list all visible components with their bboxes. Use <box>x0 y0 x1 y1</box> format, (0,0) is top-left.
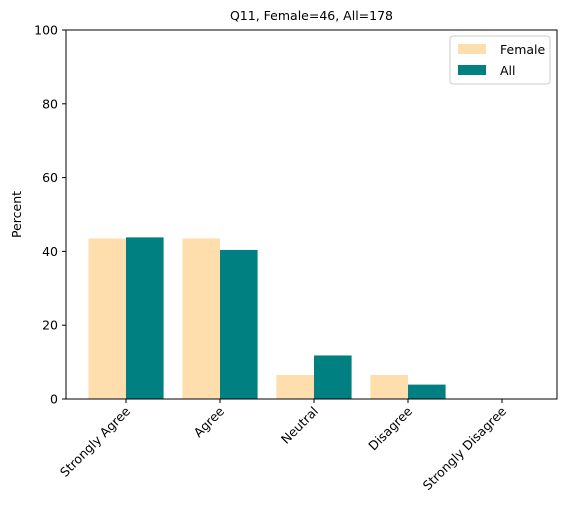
legend-label-female: Female <box>500 42 546 57</box>
y-axis: 0 20 40 60 80 100 <box>34 23 66 407</box>
y-tick-label-4: 80 <box>42 96 58 111</box>
x-tick-label-2: Neutral <box>278 404 321 447</box>
legend-swatch-all <box>458 65 486 75</box>
y-axis-label: Percent <box>9 191 24 238</box>
legend-label-all: All <box>500 63 516 78</box>
x-tick-label-1: Agree <box>191 403 228 440</box>
legend-swatch-female <box>458 44 486 54</box>
bar-all-3 <box>408 384 446 399</box>
y-tick-label-0: 0 <box>50 392 58 407</box>
x-axis: Strongly Agree Agree Neutral Disagree Strong… <box>57 399 509 493</box>
y-tick-label-2: 40 <box>42 244 58 259</box>
x-tick-label-0: Strongly Agree <box>57 403 133 479</box>
bars-group <box>88 237 446 399</box>
y-tick-label-3: 60 <box>42 170 58 185</box>
bar-all-1 <box>220 249 258 399</box>
bar-all-0 <box>126 237 164 399</box>
bar-female-3 <box>370 375 408 399</box>
y-tick-label-5: 100 <box>34 23 58 38</box>
x-tick-label-3: Disagree <box>365 403 415 453</box>
y-tick-label-1: 20 <box>42 318 58 333</box>
bar-all-2 <box>314 355 352 399</box>
bar-female-2 <box>276 375 314 399</box>
plot-frame <box>65 29 558 400</box>
chart-title: Q11, Female=46, All=178 <box>230 8 393 23</box>
bar-female-0 <box>88 238 126 399</box>
legend: Female All <box>449 35 551 85</box>
bar-female-1 <box>182 238 220 399</box>
x-tick-label-4: Strongly Disagree <box>420 403 510 493</box>
